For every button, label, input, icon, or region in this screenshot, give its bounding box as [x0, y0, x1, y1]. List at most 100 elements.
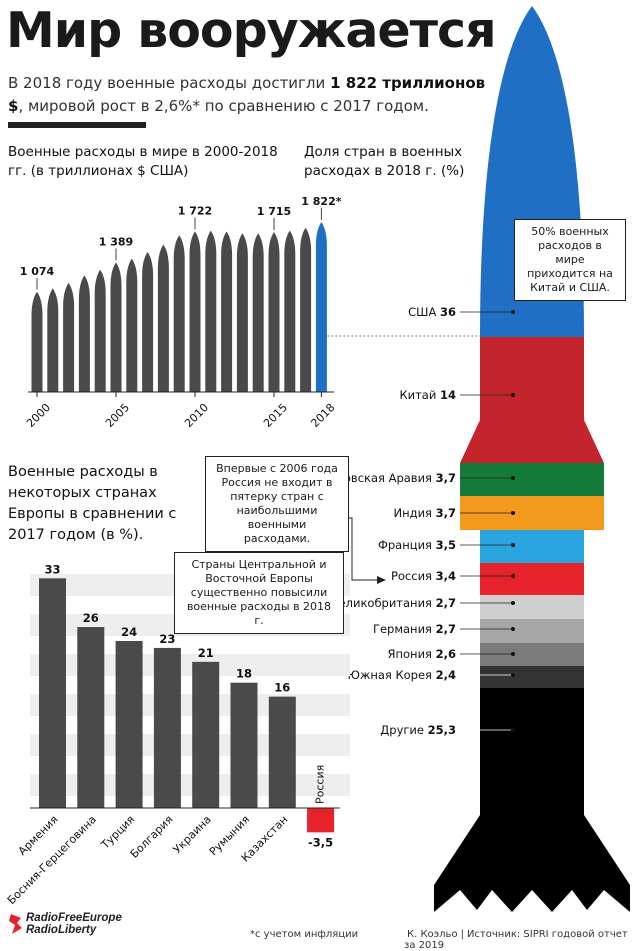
- share-country-name: Южная Корея: [348, 668, 436, 682]
- world-bar-2009: [173, 235, 185, 392]
- europe-bar-Босния-Герцеговина: [77, 627, 105, 808]
- callout-russia: Впервые с 2006 года Россия не входит в п…: [205, 456, 349, 552]
- share-leader-dot: [511, 652, 515, 656]
- rocket-segment-Япония: [480, 643, 584, 666]
- share-value: 2,7: [436, 622, 456, 636]
- share-value: 25,3: [428, 723, 456, 737]
- title-rule: [8, 122, 146, 128]
- rocket-segment-others: [434, 688, 630, 912]
- share-leader-dot: [511, 476, 515, 480]
- subtitle: В 2018 году военные расходы достигли 1 8…: [8, 72, 498, 118]
- share-value: 14: [440, 388, 456, 402]
- share-value: 3,7: [436, 471, 456, 485]
- share-leader-dot: [511, 673, 515, 677]
- share-label-Китай: Китай 14: [399, 388, 456, 402]
- world-value-label: 1 389: [99, 235, 133, 248]
- subtitle-part-2: , мировой рост в 2,6%* по сравнению с 20…: [18, 97, 429, 115]
- share-value: 36: [440, 305, 456, 319]
- share-label-Германия: Германия 2,7: [373, 622, 456, 636]
- author: К. Коэльо: [407, 929, 458, 940]
- share-country-name: Япония: [388, 647, 436, 661]
- world-bar-2015: [268, 231, 280, 392]
- callout-europe: Страны Центральной и Восточной Европы су…: [174, 552, 344, 634]
- share-country-name: Китай: [399, 388, 440, 402]
- europe-bar-Украина: [192, 661, 220, 808]
- europe-value-label: 18: [236, 667, 252, 681]
- europe-value-label: 33: [44, 562, 60, 576]
- rocket-segment-Россия: [480, 563, 584, 595]
- share-value: 2,7: [436, 596, 456, 610]
- footer-credit: К. Коэльо | Источник: SIPRI годовой отчет …: [404, 929, 628, 951]
- logo-mark-icon: [9, 914, 22, 934]
- rfe-logo: RadioFreeEurope RadioLiberty: [8, 912, 128, 936]
- world-x-tick-label: 2018: [308, 401, 337, 430]
- world-x-tick-label: 2015: [261, 401, 290, 430]
- world-value-label: 1 822*: [301, 195, 341, 208]
- logo-line-2: RadioLiberty: [26, 924, 97, 936]
- world-bar-2003: [78, 275, 90, 392]
- share-leader-dot: [511, 627, 515, 631]
- share-value: 3,4: [436, 569, 456, 583]
- world-bar-2018: [315, 222, 327, 392]
- share-value: 3,7: [436, 506, 456, 520]
- europe-value-label: 16: [274, 681, 290, 695]
- share-label-Южная Корея: Южная Корея 2,4: [348, 668, 456, 682]
- europe-bar-Армения: [39, 578, 66, 808]
- rocket-segment-Германия: [480, 619, 584, 643]
- europe-value-label: 23: [159, 632, 175, 646]
- share-label-Другие: Другие 25,3: [380, 723, 456, 737]
- callout-russia-connector: [345, 517, 378, 581]
- world-bar-2017: [300, 227, 312, 392]
- share-label-Великобритания: Великобритания 2,7: [331, 596, 456, 610]
- world-bar-2012: [221, 231, 233, 392]
- world-bar-2000: [31, 291, 43, 392]
- europe-chart-title: Военные расходы в некоторых странах Евро…: [8, 464, 177, 543]
- share-chart-title: Доля стран в военных расходах в 2018 г. …: [304, 144, 465, 179]
- share-country-name: Великобритания: [331, 596, 436, 610]
- source: Источник: SIPRI годовой отчет за 2019: [404, 929, 628, 951]
- callout-arrow-icon: [377, 576, 386, 584]
- share-leader-dot: [511, 511, 515, 515]
- europe-category-label: Турция: [98, 813, 137, 852]
- share-leader-dot: [511, 574, 515, 578]
- share-leader-dot: [511, 393, 515, 397]
- share-leader-dot: [511, 543, 515, 547]
- share-label-США: США 36: [408, 305, 456, 319]
- world-value-label: 1 722: [178, 204, 212, 217]
- share-country-name: США: [408, 305, 440, 319]
- world-bar-2011: [205, 230, 217, 392]
- europe-value-label: -3,5: [308, 835, 333, 849]
- world-bar-2001: [47, 288, 59, 392]
- world-bar-2016: [284, 230, 296, 392]
- world-bar-2004: [94, 269, 106, 392]
- world-bar-2002: [63, 282, 75, 392]
- rocket-segment-china: [460, 337, 604, 463]
- rocket-segment-Франция: [480, 530, 584, 563]
- footnote: *с учетом инфляции: [250, 929, 359, 940]
- rocket-segment-Саудовская Аравия: [460, 463, 604, 496]
- rocket-segment-Южная Корея: [480, 666, 584, 688]
- world-value-label: 1 715: [257, 205, 291, 218]
- europe-category-label: Россия: [314, 765, 327, 804]
- europe-bar-Россия: [307, 808, 335, 833]
- share-label-Индия: Индия 3,7: [394, 506, 457, 520]
- europe-value-label: 26: [83, 611, 99, 625]
- share-label-Россия: Россия 3,4: [391, 569, 456, 583]
- world-bar-2010: [189, 231, 201, 392]
- world-value-label: 1 074: [20, 265, 55, 278]
- share-value: 3,5: [436, 538, 456, 552]
- share-country-name: Индия: [394, 506, 436, 520]
- share-country-name: Другие: [380, 723, 427, 737]
- logo-line-1: RadioFreeEurope: [26, 912, 122, 924]
- share-leader-dot: [511, 601, 515, 605]
- world-chart-title: Военные расходы в мире в 2000-2018 гг. (…: [8, 144, 278, 179]
- europe-grid-band: [30, 654, 350, 676]
- europe-value-label: 21: [198, 646, 214, 660]
- share-value: 2,4: [436, 668, 456, 682]
- europe-bar-Болгария: [153, 647, 181, 808]
- world-x-tick-label: 2000: [24, 401, 53, 430]
- world-bar-2006: [126, 258, 138, 392]
- world-bar-2013: [236, 233, 248, 392]
- page-title: Мир вооружается: [6, 2, 497, 59]
